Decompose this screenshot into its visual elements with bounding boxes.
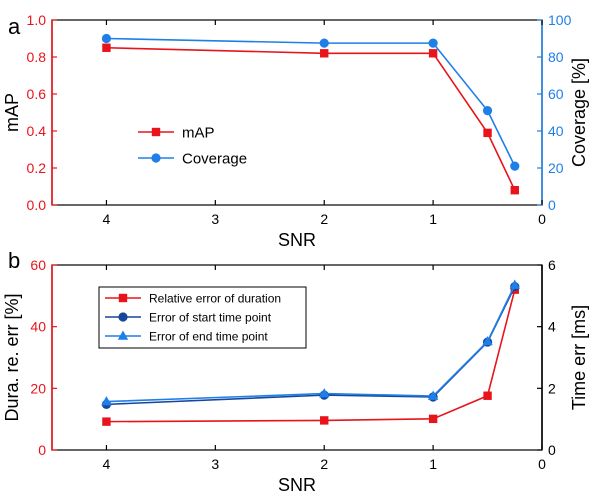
x-tick-label: 1 [429,211,437,227]
right-y-axis-label: Time err [ms] [569,305,589,410]
data-point [102,43,111,52]
left-y-tick-label: 0.0 [27,197,47,213]
data-point [510,186,519,195]
data-point [320,49,329,58]
right-y-tick-label: 0 [548,197,556,213]
x-tick-label: 0 [538,456,546,472]
data-point [428,49,438,58]
data-point [509,279,520,289]
data-point [101,396,112,406]
left-y-tick-label: 60 [30,257,46,273]
data-point [427,390,439,400]
left-y-tick-label: 0.4 [27,123,47,139]
legend-label: Relative error of duration [149,291,281,305]
data-point [319,388,330,398]
series-line-1 [106,37,516,167]
panel-b: Relative error of duration Error of start… [51,264,543,451]
x-tick-label: 0 [538,211,546,227]
right-y-tick-label: 80 [548,49,564,65]
x-axis-label: SNR [278,475,316,495]
legend-marker [151,153,161,163]
data-point [101,33,112,44]
left-y-axis-label: mAP [2,93,22,132]
legend-marker [117,330,129,340]
left-y-tick-label: 0.8 [27,49,47,65]
data-point [482,335,493,346]
left-y-tick-label: 20 [30,380,46,396]
right-y-tick-label: 6 [548,257,556,273]
data-point [483,128,492,138]
left-y-tick-label: 0.6 [27,86,47,102]
right-y-tick-label: 0 [548,442,556,458]
legend: Relative error of duration Error of start… [98,286,307,349]
x-tick-label: 4 [103,211,111,227]
legend-marker [151,127,161,137]
x-tick-label: 1 [429,456,437,472]
legend-box [98,286,307,349]
x-axis-label: SNR [278,230,316,250]
x-tick-label: 2 [320,456,328,472]
right-y-axis-label: Coverage [%] [569,58,589,167]
left-y-tick-label: 1.0 [27,12,47,28]
right-y-tick-label: 40 [548,123,564,139]
right-y-tick-label: 20 [548,160,564,176]
x-tick-label: 3 [211,456,219,472]
right-y-tick-label: 60 [548,86,564,102]
left-y-tick-label: 40 [30,319,46,335]
legend-marker [118,293,128,303]
left-y-axis-label: Dura. re. err [%] [2,293,22,421]
legend-label: Coverage [182,150,247,167]
right-y-tick-label: 100 [548,12,572,28]
left-y-tick-label: 0 [38,442,46,458]
right-y-tick-label: 4 [548,319,556,335]
left-y-tick-label: 0.2 [27,160,47,176]
data-point [102,417,111,426]
data-point [428,38,438,48]
legend-marker [118,312,128,322]
legend-label: Error of start time point [149,310,272,324]
data-point [320,416,329,425]
data-point [428,414,438,424]
x-tick-label: 3 [211,211,219,227]
right-y-tick-label: 2 [548,380,556,396]
panel-letter: b [8,248,20,273]
data-point [482,106,493,116]
data-point [319,38,329,48]
x-tick-label: 2 [320,211,328,227]
x-tick-label: 4 [103,456,111,472]
panel-a: mAP Coverage [51,19,543,206]
data-point [510,161,520,171]
legend-label: Error of end time point [149,329,268,343]
legend-label: mAP [182,124,215,141]
legend: mAP Coverage [138,124,247,167]
data-point [483,391,492,400]
panel-letter: a [8,14,21,39]
